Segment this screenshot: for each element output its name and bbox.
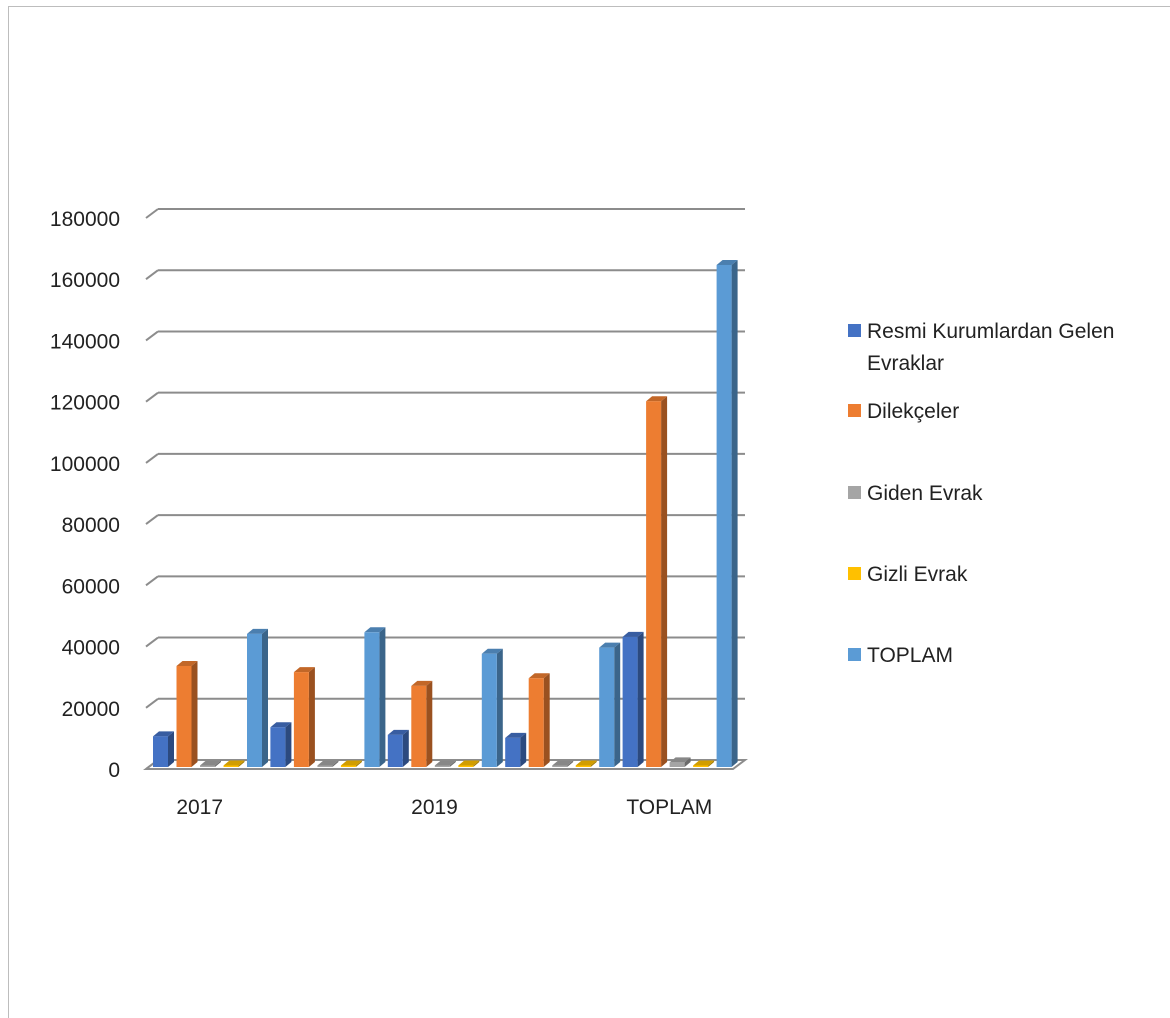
gridline-side bbox=[145, 514, 159, 525]
y-tick-label: 60000 bbox=[62, 575, 120, 598]
legend: Resmi Kurumlardan Gelen Evraklar Dilekçele… bbox=[848, 320, 1114, 667]
legend-swatch bbox=[848, 404, 861, 417]
x-axis-ticks: 2017 2019 TOPLAM bbox=[176, 796, 712, 819]
bar bbox=[599, 642, 621, 767]
bar bbox=[411, 680, 433, 767]
y-tick-label: 140000 bbox=[50, 330, 120, 353]
bar bbox=[646, 396, 668, 767]
x-tick-label: 2019 bbox=[411, 796, 458, 819]
bar bbox=[622, 631, 644, 767]
bar bbox=[693, 760, 715, 767]
legend-item: Dilekçeler bbox=[848, 400, 959, 423]
y-axis-ticks: 0 20000 40000 60000 80000 100000 120000 140000 1… bbox=[50, 208, 120, 782]
gridline-side bbox=[145, 269, 159, 281]
y-tick-label: 80000 bbox=[62, 514, 120, 537]
y-tick-label: 20000 bbox=[62, 698, 120, 721]
chart-frame bbox=[8, 6, 1170, 1018]
y-tick-label: 180000 bbox=[50, 208, 120, 231]
bar bbox=[528, 673, 550, 767]
bar bbox=[317, 760, 339, 767]
bar bbox=[200, 760, 221, 767]
bar bbox=[434, 760, 456, 767]
bar bbox=[153, 731, 174, 767]
bars bbox=[153, 259, 738, 767]
legend-label: Dilekçeler bbox=[867, 400, 959, 423]
legend-label: TOPLAM bbox=[867, 644, 953, 667]
legend-label: Gizli Evrak bbox=[867, 563, 968, 586]
legend-swatch bbox=[848, 486, 861, 499]
legend-item: TOPLAM bbox=[848, 644, 953, 667]
legend-label: Evraklar bbox=[867, 352, 944, 375]
legend-item: Giden Evrak bbox=[848, 482, 983, 505]
bar bbox=[247, 628, 268, 767]
y-tick-label: 120000 bbox=[50, 392, 120, 415]
bar bbox=[575, 760, 597, 767]
bar bbox=[270, 722, 292, 767]
y-tick-label: 0 bbox=[108, 759, 120, 782]
legend-swatch bbox=[848, 324, 861, 337]
bar bbox=[552, 760, 574, 767]
bar bbox=[458, 760, 480, 767]
x-tick-label: TOPLAM bbox=[626, 796, 712, 819]
legend-label: Resmi Kurumlardan Gelen bbox=[867, 320, 1114, 343]
y-tick-label: 160000 bbox=[50, 269, 120, 292]
gridline-side bbox=[145, 391, 159, 403]
bar bbox=[293, 667, 315, 767]
legend-swatch bbox=[848, 567, 861, 580]
gridline-side bbox=[145, 330, 159, 342]
gridline-side bbox=[145, 575, 159, 587]
legend-item: Resmi Kurumlardan Gelen Evraklar bbox=[848, 320, 1114, 375]
gridline-side bbox=[145, 208, 159, 219]
gridline-side bbox=[145, 697, 159, 709]
gridline-side bbox=[145, 636, 159, 648]
bar bbox=[481, 648, 503, 767]
legend-label: Giden Evrak bbox=[867, 482, 983, 505]
x-tick-label: 2017 bbox=[176, 796, 223, 819]
y-tick-label: 100000 bbox=[50, 453, 120, 476]
bar bbox=[505, 732, 527, 767]
bar bbox=[716, 259, 738, 767]
legend-swatch bbox=[848, 648, 861, 661]
bar bbox=[223, 760, 245, 767]
bar bbox=[669, 757, 691, 767]
bar bbox=[364, 627, 386, 767]
gridline-side bbox=[145, 453, 159, 464]
bar bbox=[176, 660, 198, 767]
y-tick-label: 40000 bbox=[62, 637, 120, 660]
bar bbox=[340, 760, 362, 767]
legend-item: Gizli Evrak bbox=[848, 563, 968, 586]
bar bbox=[387, 729, 409, 767]
